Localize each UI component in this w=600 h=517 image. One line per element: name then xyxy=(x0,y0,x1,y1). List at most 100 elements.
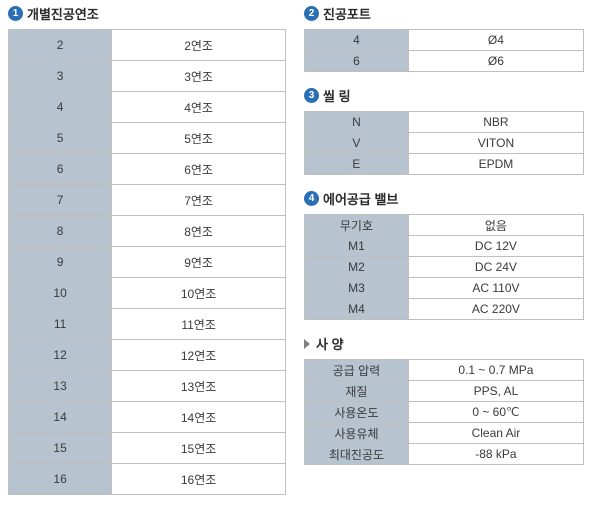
cell-key: M3 xyxy=(305,278,409,299)
table-row: 무기호없음 xyxy=(305,215,584,236)
cell-val: PPS, AL xyxy=(408,381,583,402)
vacuum-port-table: 4Ø4 6Ø6 xyxy=(304,29,584,72)
table-row: 최대진공도-88 kPa xyxy=(305,444,584,465)
air-valve-table: 무기호없음 M1DC 12V M2DC 24V M3AC 110V M4AC 2… xyxy=(304,214,584,320)
cell-val: 14연조 xyxy=(112,402,286,433)
cell-key: 15 xyxy=(9,433,112,464)
table-row: 사용온도0 ~ 60℃ xyxy=(305,402,584,423)
cell-key: N xyxy=(305,112,409,133)
table-row: 재질PPS, AL xyxy=(305,381,584,402)
table-row: 99연조 xyxy=(9,247,286,278)
cell-key: 2 xyxy=(9,30,112,61)
cell-val: 4연조 xyxy=(112,92,286,123)
table-row: 88연조 xyxy=(9,216,286,247)
section-header: 2 진공포트 xyxy=(304,4,584,23)
cell-val: Clean Air xyxy=(408,423,583,444)
cell-key: 공급 압력 xyxy=(305,360,409,381)
right-column: 2 진공포트 4Ø4 6Ø6 3 씰 링 NNBR VVITON EEPDM 4… xyxy=(304,4,584,509)
cell-val: 15연조 xyxy=(112,433,286,464)
table-row: 공급 압력0.1 ~ 0.7 MPa xyxy=(305,360,584,381)
spec-table: 공급 압력0.1 ~ 0.7 MPa 재질PPS, AL 사용온도0 ~ 60℃… xyxy=(304,359,584,465)
table-row: 1414연조 xyxy=(9,402,286,433)
section-header: 1 개별진공연조 xyxy=(8,4,286,23)
table-row: 22연조 xyxy=(9,30,286,61)
table-row: 1313연조 xyxy=(9,371,286,402)
table-row: VVITON xyxy=(305,133,584,154)
table-row: M1DC 12V xyxy=(305,236,584,257)
table-row: M3AC 110V xyxy=(305,278,584,299)
cell-key: 6 xyxy=(305,51,409,72)
cell-val: 7연조 xyxy=(112,185,286,216)
cell-key: 10 xyxy=(9,278,112,309)
cell-key: 16 xyxy=(9,464,112,495)
table-row: 1111연조 xyxy=(9,309,286,340)
table-row: 55연조 xyxy=(9,123,286,154)
section-seal-ring: 3 씰 링 NNBR VVITON EEPDM xyxy=(304,86,584,175)
arrow-icon xyxy=(304,339,310,349)
cell-key: M2 xyxy=(305,257,409,278)
cell-key: 13 xyxy=(9,371,112,402)
cell-key: 최대진공도 xyxy=(305,444,409,465)
cell-key: 4 xyxy=(305,30,409,51)
table-row: 1616연조 xyxy=(9,464,286,495)
cell-key: 11 xyxy=(9,309,112,340)
cell-val: DC 24V xyxy=(408,257,583,278)
cell-val: NBR xyxy=(408,112,583,133)
stations-table: 22연조 33연조 44연조 55연조 66연조 77연조 88연조 99연조 … xyxy=(8,29,286,495)
cell-val: 2연조 xyxy=(112,30,286,61)
cell-val: 16연조 xyxy=(112,464,286,495)
cell-key: M1 xyxy=(305,236,409,257)
section-header: 4 에어공급 밸브 xyxy=(304,189,584,208)
cell-val: -88 kPa xyxy=(408,444,583,465)
badge-2-icon: 2 xyxy=(304,6,319,21)
seal-ring-table: NNBR VVITON EEPDM xyxy=(304,111,584,175)
section-spec: 사 양 공급 압력0.1 ~ 0.7 MPa 재질PPS, AL 사용온도0 ~… xyxy=(304,334,584,465)
cell-val: 6연조 xyxy=(112,154,286,185)
cell-val: 10연조 xyxy=(112,278,286,309)
section-header: 3 씰 링 xyxy=(304,86,584,105)
badge-1-icon: 1 xyxy=(8,6,23,21)
cell-val: Ø6 xyxy=(408,51,583,72)
cell-val: 9연조 xyxy=(112,247,286,278)
table-row: 77연조 xyxy=(9,185,286,216)
cell-key: E xyxy=(305,154,409,175)
section-title: 개별진공연조 xyxy=(27,4,99,23)
cell-key: 12 xyxy=(9,340,112,371)
cell-key: 재질 xyxy=(305,381,409,402)
cell-val: 없음 xyxy=(408,215,583,236)
cell-key: 7 xyxy=(9,185,112,216)
cell-val: DC 12V xyxy=(408,236,583,257)
cell-val: 8연조 xyxy=(112,216,286,247)
cell-val: 12연조 xyxy=(112,340,286,371)
cell-key: 4 xyxy=(9,92,112,123)
cell-val: EPDM xyxy=(408,154,583,175)
section-header: 사 양 xyxy=(304,334,584,353)
cell-key: 6 xyxy=(9,154,112,185)
table-row: 1010연조 xyxy=(9,278,286,309)
cell-key: 14 xyxy=(9,402,112,433)
table-row: 33연조 xyxy=(9,61,286,92)
section-stations: 1 개별진공연조 22연조 33연조 44연조 55연조 66연조 77연조 8… xyxy=(8,4,286,495)
cell-key: 9 xyxy=(9,247,112,278)
cell-key: V xyxy=(305,133,409,154)
cell-val: AC 220V xyxy=(408,299,583,320)
cell-val: 13연조 xyxy=(112,371,286,402)
cell-val: AC 110V xyxy=(408,278,583,299)
badge-3-icon: 3 xyxy=(304,88,319,103)
table-row: M4AC 220V xyxy=(305,299,584,320)
badge-4-icon: 4 xyxy=(304,191,319,206)
cell-key: 8 xyxy=(9,216,112,247)
left-column: 1 개별진공연조 22연조 33연조 44연조 55연조 66연조 77연조 8… xyxy=(8,4,286,509)
section-title: 에어공급 밸브 xyxy=(323,189,398,208)
table-row: M2DC 24V xyxy=(305,257,584,278)
cell-key: M4 xyxy=(305,299,409,320)
table-row: 6Ø6 xyxy=(305,51,584,72)
table-row: 4Ø4 xyxy=(305,30,584,51)
cell-val: 11연조 xyxy=(112,309,286,340)
table-row: 1212연조 xyxy=(9,340,286,371)
cell-val: Ø4 xyxy=(408,30,583,51)
cell-val: 0.1 ~ 0.7 MPa xyxy=(408,360,583,381)
table-row: 1515연조 xyxy=(9,433,286,464)
section-title: 진공포트 xyxy=(323,4,371,23)
table-row: 사용유체Clean Air xyxy=(305,423,584,444)
